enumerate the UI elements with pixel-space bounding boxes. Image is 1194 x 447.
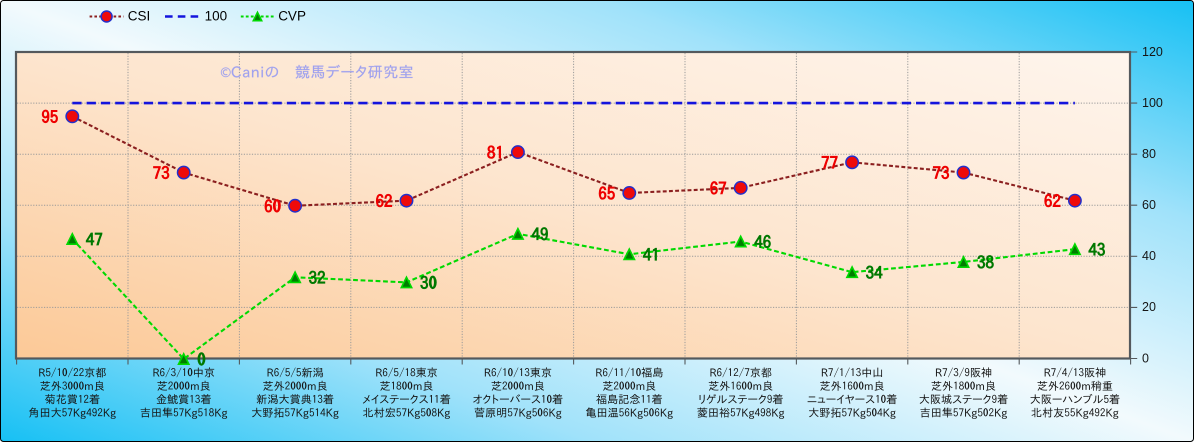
svg-text:20: 20 (1142, 300, 1156, 314)
svg-text:80: 80 (1142, 147, 1156, 161)
svg-text:CSI: CSI (128, 9, 151, 24)
svg-text:100: 100 (1142, 96, 1163, 110)
svg-text:100: 100 (205, 9, 228, 24)
svg-text:120: 120 (1142, 45, 1163, 59)
svg-text:60: 60 (1142, 198, 1156, 212)
svg-text:CVP: CVP (278, 9, 306, 24)
svg-text:0: 0 (1142, 351, 1149, 365)
svg-text:40: 40 (1142, 249, 1156, 263)
